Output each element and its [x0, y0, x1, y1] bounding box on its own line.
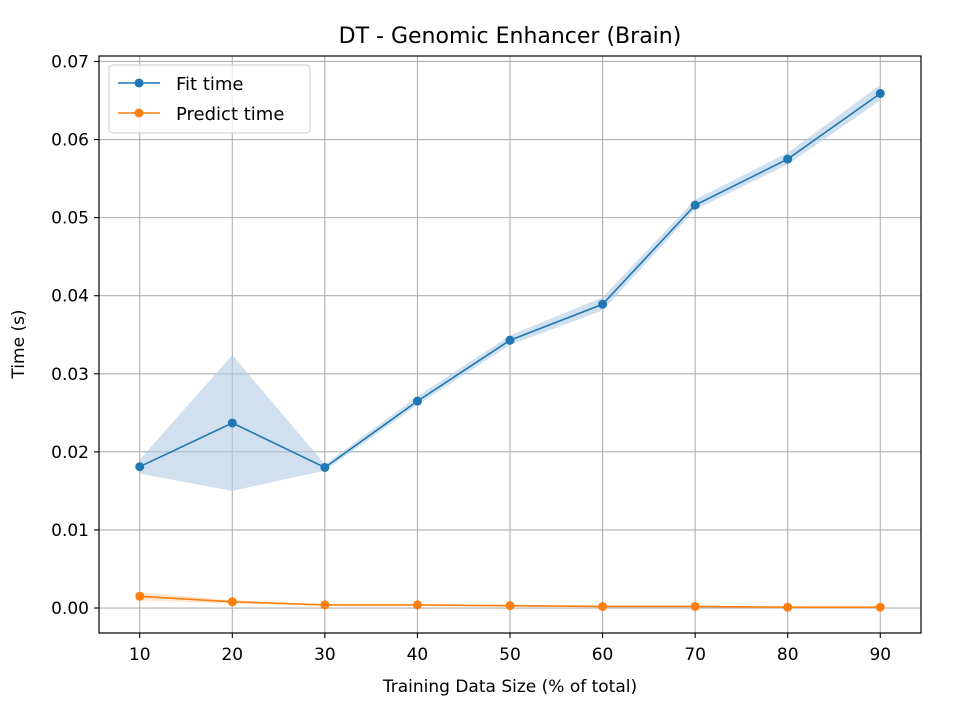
predict-time-point — [412, 600, 422, 610]
y-tick-label: 0.05 — [51, 209, 89, 229]
fit-time-point — [690, 200, 700, 210]
predict-time-point — [227, 597, 237, 607]
x-tick-label: 60 — [592, 645, 614, 665]
legend-predict-time-marker — [134, 108, 144, 118]
predict-time-point — [875, 602, 885, 612]
y-tick-label: 0.03 — [51, 365, 89, 385]
legend-box — [108, 64, 311, 134]
predict-time-point — [690, 601, 700, 611]
fit-time-point — [598, 299, 608, 309]
y-tick-label: 0.07 — [51, 52, 89, 72]
y-axis-title: Time (s) — [9, 309, 29, 379]
predict-time-point — [598, 601, 608, 611]
predict-time-point — [320, 600, 330, 610]
legend: Fit time Predict time — [108, 64, 311, 134]
fit-time-point — [505, 335, 515, 345]
x-tick-label: 10 — [129, 645, 151, 665]
x-tick-label: 20 — [221, 645, 243, 665]
fit-time-point — [320, 462, 330, 472]
fit-time-point — [875, 88, 885, 98]
fit-time-point — [135, 462, 145, 472]
predict-time-point — [783, 602, 793, 612]
legend-predict-time-label: Predict time — [176, 104, 284, 125]
x-tick-label: 50 — [499, 645, 521, 665]
axis-ticks: 10 20 30 40 50 60 70 80 90 0.00 0.01 0.02 0.03 0.04 0.… — [51, 52, 891, 665]
x-tick-label: 30 — [314, 645, 336, 665]
fit-time-point — [227, 418, 237, 428]
fit-time-band — [139, 84, 881, 491]
x-tick-label: 70 — [684, 645, 706, 665]
fit-time-point — [783, 154, 793, 164]
x-tick-label: 40 — [407, 645, 429, 665]
x-tick-label: 80 — [777, 645, 799, 665]
chart-title: DT - Genomic Enhancer (Brain) — [339, 24, 682, 49]
legend-fit-time-label: Fit time — [176, 74, 244, 95]
predict-time-point — [135, 591, 145, 601]
x-tick-label: 90 — [869, 645, 891, 665]
y-tick-label: 0.02 — [51, 443, 89, 463]
fit-time-point — [412, 396, 422, 406]
x-axis-title: Training Data Size (% of total) — [382, 677, 637, 697]
series-points — [135, 88, 885, 612]
confidence-bands — [139, 84, 881, 609]
y-tick-label: 0.06 — [51, 131, 89, 151]
y-tick-label: 0.01 — [51, 521, 89, 541]
y-tick-label: 0.04 — [51, 287, 89, 307]
legend-fit-time-marker — [134, 78, 144, 88]
predict-time-point — [505, 601, 515, 611]
y-tick-label: 0.00 — [51, 599, 89, 619]
